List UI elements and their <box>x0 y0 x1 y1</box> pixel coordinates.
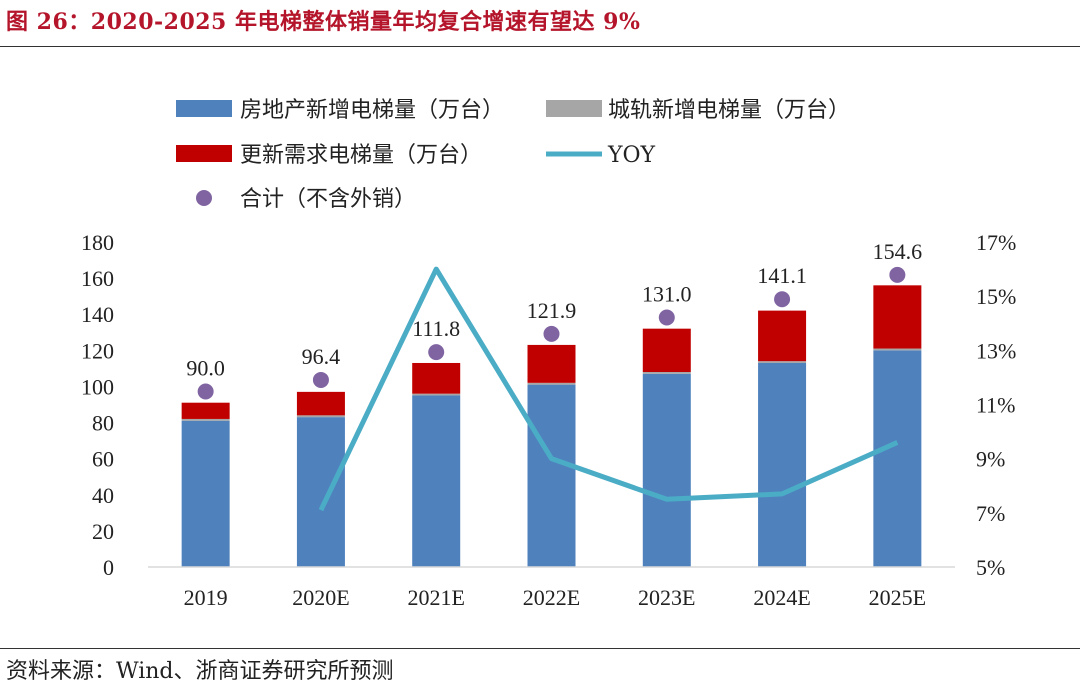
bar-renewal <box>296 391 345 416</box>
bar-rail <box>758 361 807 363</box>
x-tick-label: 2019 <box>184 585 228 610</box>
legend-swatch-total <box>196 190 212 206</box>
legend-item-yoy[interactable]: YOY <box>546 143 656 168</box>
total-label: 141.1 <box>757 263 807 288</box>
total-labels: 90.0 96.4 111.8 121.9 131.0 141.1 154.6 <box>186 239 922 381</box>
bar-renewal <box>642 328 691 372</box>
legend-item-rail[interactable]: 城轨新增电梯量（万台） <box>546 98 850 123</box>
left-tick-label: 160 <box>81 266 114 291</box>
total-marker <box>889 266 906 283</box>
left-tick-label: 120 <box>81 338 114 363</box>
left-tick-label: 40 <box>92 483 114 508</box>
left-tick-label: 180 <box>81 230 114 255</box>
left-tick-label: 80 <box>92 411 114 436</box>
total-marker <box>197 383 214 400</box>
right-tick-label: 15% <box>976 284 1016 309</box>
right-tick-label: 11% <box>976 393 1016 418</box>
right-tick-label: 7% <box>976 501 1005 526</box>
legend-label-rail: 城轨新增电梯量（万台） <box>608 98 850 123</box>
total-marker <box>312 371 329 388</box>
bar-renewal <box>758 310 807 362</box>
x-tick-label: 2023E <box>638 585 695 610</box>
bar-rail <box>412 393 461 396</box>
total-label: 90.0 <box>186 356 225 381</box>
left-tick-label: 140 <box>81 302 114 327</box>
bar-real-estate <box>873 350 922 567</box>
legend: 房地产新增电梯量（万台） 城轨新增电梯量（万台） 更新需求电梯量（万台） YOY… <box>176 98 850 212</box>
total-marker <box>774 291 791 308</box>
bar-real-estate <box>642 373 691 567</box>
x-tick-label: 2022E <box>523 585 580 610</box>
yoy-series <box>318 266 899 512</box>
source-note: 资料来源：Wind、浙商证券研究所预测 <box>6 659 394 684</box>
legend-swatch-rail <box>546 100 602 117</box>
x-tick-label: 2024E <box>753 585 810 610</box>
legend-item-total[interactable]: 合计（不含外销） <box>196 187 416 212</box>
right-tick-label: 17% <box>976 230 1016 255</box>
figure-title: 图 26：2020-2025 年电梯整体销量年均复合增速有望达 9% <box>6 9 641 35</box>
total-label: 154.6 <box>873 239 923 264</box>
legend-item-renewal[interactable]: 更新需求电梯量（万台） <box>176 143 482 168</box>
legend-label-total: 合计（不含外销） <box>240 187 416 212</box>
left-tick-label: 0 <box>103 555 114 580</box>
right-tick-label: 13% <box>976 338 1016 363</box>
bar-rail <box>296 415 345 418</box>
legend-swatch-renewal <box>176 145 232 162</box>
bars <box>181 285 922 567</box>
bar-rail <box>527 382 576 385</box>
bar-real-estate <box>412 395 461 567</box>
total-series <box>197 266 906 400</box>
top-rule <box>0 46 1080 47</box>
total-marker <box>543 325 560 342</box>
bar-renewal <box>412 362 461 394</box>
chart: 房地产新增电梯量（万台） 城轨新增电梯量（万台） 更新需求电梯量（万台） YOY… <box>81 98 1016 610</box>
total-label: 131.0 <box>642 281 692 306</box>
yoy-line <box>318 266 899 512</box>
legend-item-real-estate[interactable]: 房地产新增电梯量（万台） <box>176 98 504 123</box>
bar-renewal <box>181 402 230 419</box>
legend-label-real-estate: 房地产新增电梯量（万台） <box>240 98 504 123</box>
bar-real-estate <box>758 362 807 567</box>
total-label: 96.4 <box>302 344 341 369</box>
total-marker <box>658 309 675 326</box>
bar-real-estate <box>527 384 576 567</box>
x-tick-label: 2025E <box>869 585 926 610</box>
bar-real-estate <box>296 417 345 567</box>
bar-renewal <box>527 344 576 383</box>
left-tick-label: 20 <box>92 519 114 544</box>
total-label: 111.8 <box>412 316 460 341</box>
bottom-rule <box>0 648 1080 649</box>
legend-swatch-real-estate <box>176 100 232 117</box>
bar-real-estate <box>181 420 230 567</box>
x-tick-label: 2021E <box>407 585 464 610</box>
right-axis: 5% 7% 9% 11% 13% 15% 17% <box>976 230 1016 580</box>
right-tick-label: 5% <box>976 555 1005 580</box>
total-marker <box>428 344 445 361</box>
legend-label-renewal: 更新需求电梯量（万台） <box>240 143 482 168</box>
left-axis: 0 20 40 60 80 100 120 140 160 180 <box>81 230 114 580</box>
bar-rail <box>642 372 691 374</box>
bar-renewal <box>873 285 922 349</box>
left-tick-label: 100 <box>81 374 114 399</box>
legend-label-yoy: YOY <box>607 143 656 168</box>
x-tick-label: 2020E <box>292 585 349 610</box>
total-label: 121.9 <box>527 298 577 323</box>
right-tick-label: 9% <box>976 447 1005 472</box>
x-axis-labels: 2019 2020E 2021E 2022E 2023E 2024E 2025E <box>184 585 926 610</box>
left-tick-label: 60 <box>92 447 114 472</box>
bar-rail <box>873 348 922 351</box>
bar-rail <box>181 418 230 421</box>
